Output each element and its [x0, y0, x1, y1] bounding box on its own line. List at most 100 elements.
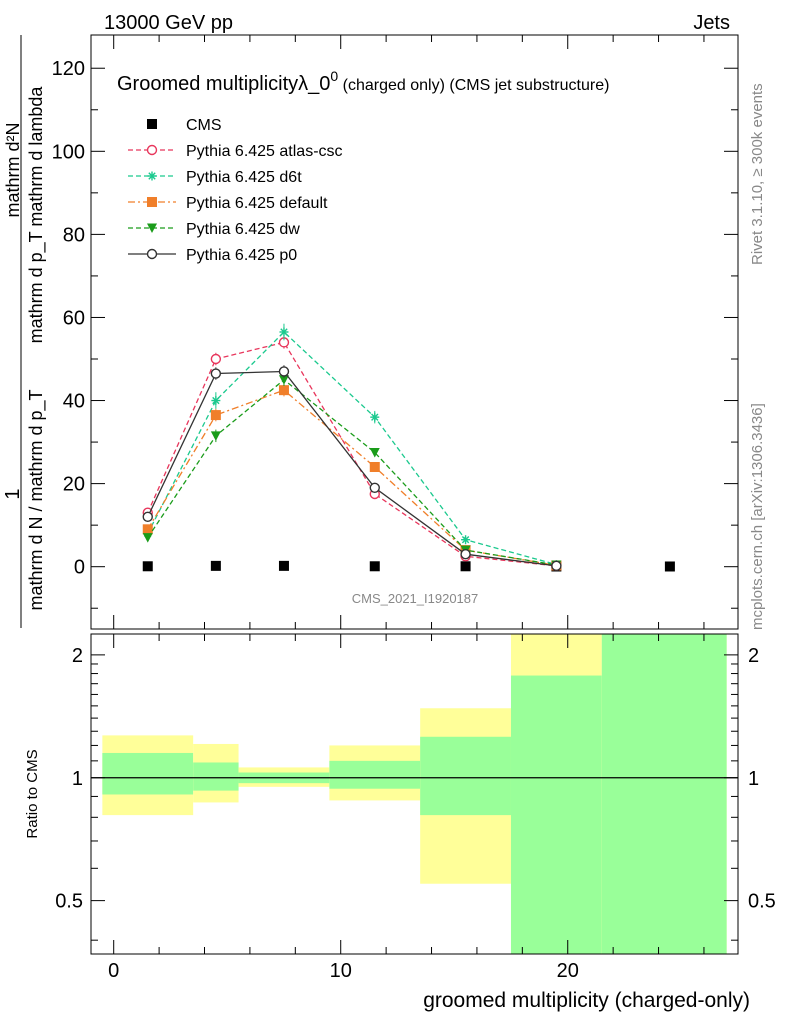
main-plot-ticks: 0 20 40 60 80 100 120: [52, 35, 738, 629]
marker-triangle: [147, 223, 157, 233]
marker-triangle: [369, 447, 380, 458]
legend-item-4: Pythia 6.425 dw: [128, 221, 300, 238]
marker-square: [147, 119, 157, 129]
y-tick-label: 0: [74, 557, 85, 579]
marker-circle: [146, 248, 158, 260]
marker-square: [369, 462, 380, 472]
marker-star-d2: [212, 396, 220, 405]
ratio-y-tick-label: 2: [72, 645, 83, 667]
marker-circle: [210, 353, 222, 365]
marker-star-d2: [461, 535, 470, 544]
main-plot-frame: [90, 34, 739, 630]
series-5: [142, 365, 562, 572]
marker-square: [664, 561, 675, 572]
mcplots-side-label: mcplots.cern.ch [arXiv:1306.3436]: [749, 403, 766, 630]
legend-item-1: Pythia 6.425 atlas-csc: [128, 143, 343, 160]
chart-title-main: Groomed multiplicityλ_0: [117, 73, 330, 95]
marker-square: [210, 410, 221, 421]
marker-circle: [142, 511, 153, 523]
marker-circle: [210, 368, 222, 379]
y-tick-label: 20: [63, 474, 85, 496]
series-line: [147, 341, 557, 567]
marker-triangle: [278, 375, 289, 385]
legend-label: Pythia 6.425 p0: [186, 247, 297, 264]
analysis-watermark: CMS_2021_I1920187: [352, 591, 479, 606]
marker-circle: [278, 366, 290, 377]
series-0: [142, 560, 675, 572]
legend-label: Pythia 6.425 default: [186, 195, 328, 212]
main-y-axis-label: 1 mathrm d N / mathrm d p_T mathrm d p_T…: [2, 35, 47, 628]
x-tick-label: 10: [330, 960, 352, 982]
legend-item-5: Pythia 6.425 p0: [128, 247, 297, 264]
ylabel-one: 1: [2, 488, 24, 499]
series-2: [143, 323, 561, 570]
marker-triangle: [210, 431, 221, 441]
ratio-bands: [91, 634, 738, 954]
x-tick-label: 0: [108, 960, 119, 982]
legend-label: Pythia 6.425 d6t: [186, 169, 302, 186]
marker-square: [147, 197, 157, 207]
marker-star-d2: [280, 328, 288, 336]
ratio-inner-band: [193, 762, 239, 791]
ratio-inner-band: [601, 634, 727, 954]
ylabel-numerator: mathrm d²N: [3, 122, 23, 217]
y-tick-label: 60: [63, 307, 85, 329]
marker-square: [460, 561, 471, 572]
y-tick-label: 80: [63, 224, 85, 246]
ratio-plot: 0.5 0.51 12 20 10 20 Ratio to CMS: [24, 633, 776, 982]
series-line: [147, 370, 557, 567]
y-tick-label: 100: [52, 141, 85, 163]
ratio-plot-frame: [90, 633, 739, 955]
marker-square: [369, 561, 380, 572]
ratio-y-axis-label: Ratio to CMS: [24, 749, 41, 838]
ratio-inner-band: [102, 752, 194, 795]
marker-star-d2: [371, 413, 379, 421]
ratio-inner-band: [420, 736, 511, 816]
ratio-y-tick-label: 0.5: [55, 891, 83, 913]
legend: CMS Pythia 6.425 atlas-csc Pythia 6.425 d6…: [128, 117, 343, 264]
ratio-inner-band: [329, 760, 421, 789]
marker-square: [142, 561, 153, 572]
header-left-label: 13000 GeV pp: [104, 12, 233, 34]
marker-triangle: [142, 533, 153, 543]
chart-title-sup: 0: [330, 68, 338, 84]
ratio-y-tick-label-right: 2: [748, 645, 759, 667]
ratio-plot-ticks: 0.5 0.51 12 20 10 20: [55, 634, 776, 982]
x-tick-label: 20: [557, 960, 579, 982]
ratio-inner-band: [510, 675, 602, 954]
y-tick-label: 120: [52, 58, 85, 80]
marker-square: [142, 524, 153, 535]
series-line: [147, 378, 557, 566]
ylabel-denominator: mathrm d N / mathrm d p_T: [26, 389, 47, 610]
series-3: [142, 383, 562, 571]
main-plot-series: [142, 323, 675, 572]
legend-item-0: CMS: [147, 117, 222, 134]
marker-circle: [146, 144, 158, 156]
marker-circle: [369, 482, 380, 493]
marker-star-d2: [148, 172, 156, 180]
series-line: [147, 331, 557, 566]
ylabel-numerator-sub: mathrm d p_T mathrm d lambda: [26, 86, 47, 344]
marker-circle: [551, 560, 562, 572]
series-4: [142, 373, 562, 571]
ratio-y-tick-label: 1: [72, 768, 83, 790]
series-line: [147, 389, 557, 567]
header-right-label: Jets: [693, 12, 730, 34]
marker-square: [210, 560, 221, 571]
legend-item-2: Pythia 6.425 d6t: [128, 169, 302, 186]
y-tick-label: 40: [63, 391, 85, 413]
ratio-y-tick-label-right: 1: [748, 768, 759, 790]
marker-circle: [460, 549, 471, 560]
ratio-y-tick-label-right: 0.5: [748, 891, 776, 913]
legend-label: Pythia 6.425 dw: [186, 221, 300, 238]
rivet-side-label: Rivet 3.1.10, ≥ 300k events: [749, 83, 766, 265]
x-axis-label: groomed multiplicity (charged-only): [423, 989, 750, 1012]
legend-label: Pythia 6.425 atlas-csc: [186, 143, 343, 160]
chart-title: Groomed multiplicityλ_00 (charged only) …: [117, 68, 609, 95]
marker-square: [278, 385, 289, 396]
chart-title-suffix: (charged only) (CMS jet substructure): [338, 77, 609, 94]
legend-item-3: Pythia 6.425 default: [128, 195, 328, 212]
marker-square: [278, 560, 289, 571]
